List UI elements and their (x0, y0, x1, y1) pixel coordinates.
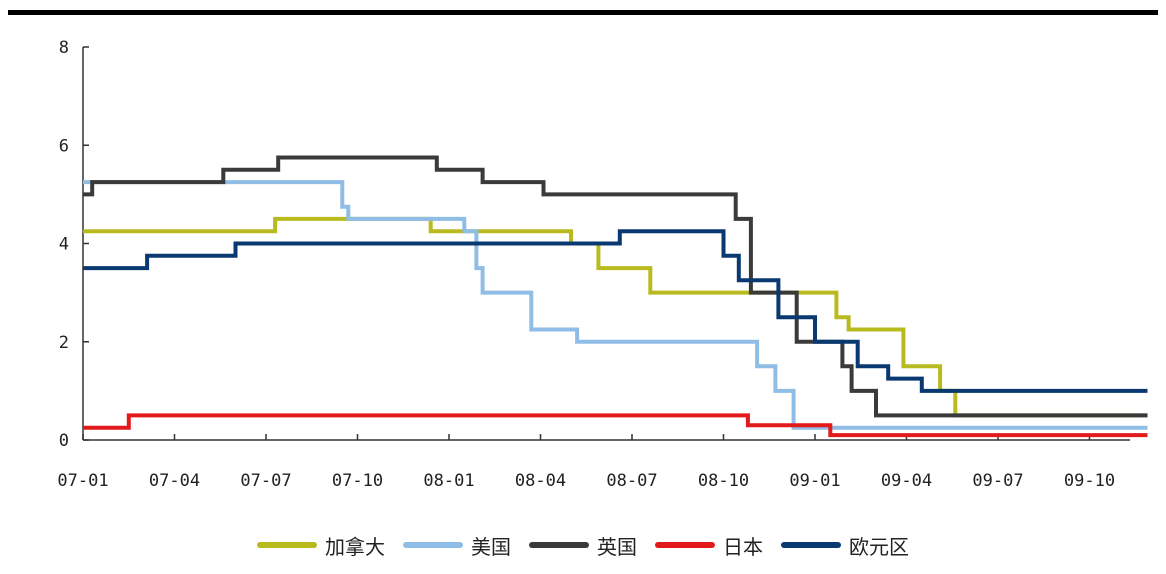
axes: 0 2 4 6 8 07-01 07-04 07-07 07-10 08-01 08-04 08-07… (57, 38, 1130, 491)
x-tick-label: 07-01 (57, 471, 108, 491)
top-rule (8, 10, 1158, 15)
legend-item: 日本 (655, 531, 763, 560)
legend-swatch (529, 542, 589, 548)
y-tick-label: 0 (59, 431, 69, 451)
legend-item: 欧元区 (781, 531, 909, 560)
x-tick-label: 07-07 (240, 471, 291, 491)
x-tick-label: 07-10 (332, 471, 383, 491)
legend-label: 加拿大 (325, 534, 385, 559)
x-tick-label: 08-07 (606, 471, 657, 491)
x-tick-label: 09-04 (881, 471, 932, 491)
legend: 加拿大 美国 英国 日本 欧元区 (0, 529, 1166, 561)
series-lines (83, 155, 1148, 438)
legend-label: 欧元区 (849, 534, 909, 559)
legend-item: 英国 (529, 531, 637, 560)
x-tick-label: 09-01 (789, 471, 840, 491)
x-tick-label: 09-10 (1064, 471, 1115, 491)
legend-label: 美国 (471, 534, 511, 559)
chart: 0 2 4 6 8 07-01 07-04 07-07 07-10 08-01 08-04 08-07… (57, 38, 1148, 491)
legend-swatch (655, 542, 715, 548)
legend-swatch (403, 542, 463, 548)
series-line (83, 155, 1148, 418)
x-tick-label: 08-01 (423, 471, 474, 491)
x-tick-label: 08-04 (515, 471, 566, 491)
series-line (83, 413, 1148, 438)
legend-item: 加拿大 (257, 531, 385, 560)
series-line (83, 180, 1148, 430)
y-tick-label: 4 (59, 235, 69, 255)
x-tick-label: 08-10 (698, 471, 749, 491)
series-line (83, 229, 1148, 393)
series-line (83, 216, 1148, 418)
legend-item: 美国 (403, 531, 511, 560)
legend-swatch (257, 542, 317, 548)
legend-label: 英国 (597, 534, 637, 559)
y-tick-label: 8 (59, 38, 69, 58)
y-tick-label: 2 (59, 333, 69, 353)
legend-label: 日本 (723, 534, 763, 559)
x-tick-label: 09-07 (972, 471, 1023, 491)
x-tick-label: 07-04 (149, 471, 200, 491)
y-tick-label: 6 (59, 136, 69, 156)
legend-swatch (781, 542, 841, 548)
